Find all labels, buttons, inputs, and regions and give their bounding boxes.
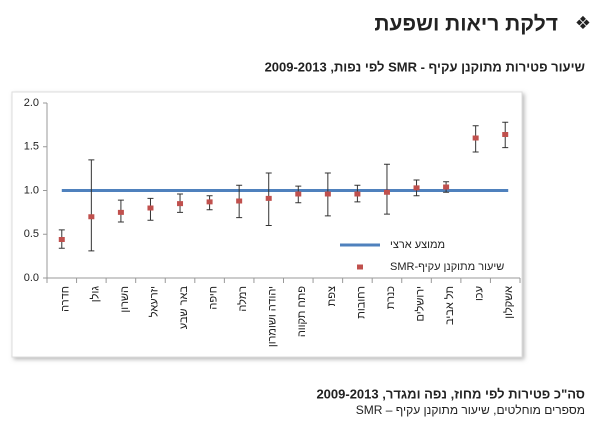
footer-title: סה"כ פטירות לפי מחוז, נפה ומגדר, 2009-20… (316, 386, 585, 401)
point (413, 185, 420, 191)
x-tick-label: חדרה (60, 286, 72, 312)
point (147, 205, 154, 211)
x-tick-label: יהודה ושומרון (267, 286, 279, 347)
point (117, 209, 124, 215)
point (354, 191, 361, 197)
x-tick-label: רמלה (236, 286, 249, 312)
point (265, 195, 272, 201)
chart-title: שיעור פטירות מתוקנן עקיף - SMR לפי נפות,… (265, 59, 585, 74)
point (58, 237, 65, 242)
x-tick-label: חיפה (208, 286, 220, 310)
x-tick-label: יזרעאל (147, 286, 160, 317)
point (236, 198, 243, 204)
point (472, 135, 479, 141)
point (206, 199, 213, 205)
chart-frame (11, 91, 523, 358)
y-tick-label: 1.0 (24, 184, 39, 196)
point (177, 201, 184, 207)
x-tick-label: אשקלון (502, 286, 515, 319)
point (443, 184, 450, 190)
point (295, 191, 302, 197)
y-tick-label: 0.0 (24, 272, 39, 284)
point (502, 132, 509, 137)
x-tick-label: כנרת (385, 286, 397, 309)
bullet-icon: ❖ (575, 13, 591, 33)
legend-marker (357, 264, 363, 270)
point (324, 191, 331, 197)
x-tick-label: תל אביב (443, 286, 456, 325)
x-tick-label: עכו (474, 286, 486, 301)
point (383, 189, 390, 195)
x-tick-label: צפת (326, 286, 338, 306)
x-tick-label: גולן (88, 286, 101, 303)
page-title: דלקת ריאות ושפעת (374, 13, 558, 36)
x-tick-label: פתח תקווה (296, 286, 308, 337)
x-tick-label: ירושלים (413, 286, 426, 322)
legend-label: ממוצע ארצי (390, 239, 445, 251)
footer-subtitle: מספרים מוחלטים, שיעור מתוקנן עקיף – SMR (356, 403, 585, 417)
point (88, 214, 95, 220)
x-tick-label: באר שבע (178, 286, 190, 330)
x-tick-label: השרון (119, 286, 131, 313)
y-tick-label: 2.0 (24, 97, 39, 109)
legend-label: שיעור מתוקנן עקיף-SMR (390, 261, 504, 273)
x-tick-label: רחובות (355, 286, 367, 319)
y-tick-label: 1.5 (24, 141, 39, 153)
y-tick-label: 0.5 (24, 228, 39, 240)
